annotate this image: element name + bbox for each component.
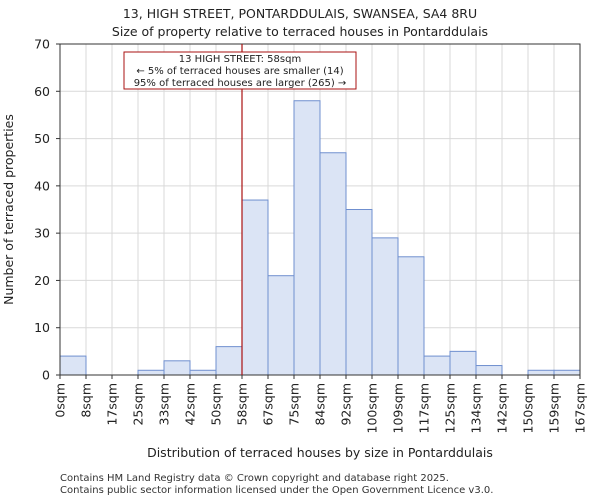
bar-109sqm xyxy=(397,256,425,376)
bar-117sqm xyxy=(423,355,451,376)
y-tick-label: 60 xyxy=(34,84,50,99)
x-tick-label: 25sqm xyxy=(131,383,146,426)
annotation-box: 13 HIGH STREET: 58sqm ← 5% of terraced h… xyxy=(123,51,357,90)
footer-line-1: Contains HM Land Registry data © Crown c… xyxy=(60,473,449,484)
x-axis-label: Distribution of terraced houses by size … xyxy=(147,445,493,460)
y-tick-label: 10 xyxy=(34,320,50,335)
x-tick-label: 92sqm xyxy=(339,383,354,426)
annotation-border xyxy=(123,51,357,90)
x-tick-label: 84sqm xyxy=(313,383,328,426)
y-tick-label: 70 xyxy=(34,37,50,52)
bar-25sqm xyxy=(137,369,165,376)
bars xyxy=(59,100,581,376)
annotation-line-3: 95% of terraced houses are larger (265) … xyxy=(134,78,347,89)
x-tick-label: 109sqm xyxy=(391,383,406,433)
annotation-line-2: ← 5% of terraced houses are smaller (14) xyxy=(136,66,343,77)
x-ticks: 0sqm 8sqm 17sqm 25sqm 33sqm 42sqm 50sqm 58sqm 67… xyxy=(53,375,588,433)
x-tick-label: 58sqm xyxy=(235,383,250,426)
x-tick-label: 159sqm xyxy=(547,383,562,433)
x-tick-label: 75sqm xyxy=(287,383,302,426)
bar-50sqm xyxy=(215,346,243,376)
bar-100sqm xyxy=(371,237,399,376)
bar-125sqm xyxy=(449,350,477,376)
x-tick-label: 33sqm xyxy=(157,383,172,426)
bar-134sqm xyxy=(475,365,503,376)
x-tick-label: 134sqm xyxy=(469,383,484,433)
histogram-chart: 0 10 20 30 40 50 60 70 0sqm 8sqm 17sqm 25sqm 33sqm 4… xyxy=(1,37,588,461)
x-tick-label: 50sqm xyxy=(209,383,224,426)
bar-0sqm xyxy=(59,355,87,376)
bar-58sqm xyxy=(241,199,269,376)
y-tick-label: 20 xyxy=(34,273,50,288)
y-tick-label: 40 xyxy=(34,178,50,193)
bar-42sqm xyxy=(189,369,217,376)
bar-159sqm xyxy=(553,369,581,376)
footer-line-2: Contains public sector information licen… xyxy=(60,485,494,496)
bar-84sqm xyxy=(319,152,347,376)
bar-33sqm xyxy=(163,360,191,376)
y-tick-label: 50 xyxy=(34,131,50,146)
chart-title: 13, HIGH STREET, PONTARDDULAIS, SWANSEA,… xyxy=(122,6,478,21)
x-tick-label: 117sqm xyxy=(417,383,432,433)
annotation-line-1: 13 HIGH STREET: 58sqm xyxy=(179,54,301,65)
x-tick-label: 17sqm xyxy=(105,383,120,426)
bar-150sqm xyxy=(527,369,555,376)
bar-92sqm xyxy=(345,209,373,376)
bar-67sqm xyxy=(267,275,295,376)
x-tick-label: 167sqm xyxy=(573,383,588,433)
x-tick-label: 8sqm xyxy=(79,383,94,418)
chart-subtitle: Size of property relative to terraced ho… xyxy=(111,24,489,39)
x-tick-label: 125sqm xyxy=(443,383,458,433)
y-axis-label: Number of terraced properties xyxy=(1,114,16,305)
y-tick-label: 30 xyxy=(34,226,50,241)
y-tick-label: 0 xyxy=(42,368,50,383)
x-tick-label: 150sqm xyxy=(521,383,536,433)
x-tick-label: 42sqm xyxy=(183,383,198,426)
bar-75sqm xyxy=(293,100,321,376)
x-tick-label: 0sqm xyxy=(53,383,68,418)
x-tick-label: 67sqm xyxy=(261,383,276,426)
x-tick-label: 100sqm xyxy=(365,383,380,433)
y-ticks: 0 10 20 30 40 50 60 70 xyxy=(34,37,60,383)
x-tick-label: 142sqm xyxy=(495,383,510,433)
